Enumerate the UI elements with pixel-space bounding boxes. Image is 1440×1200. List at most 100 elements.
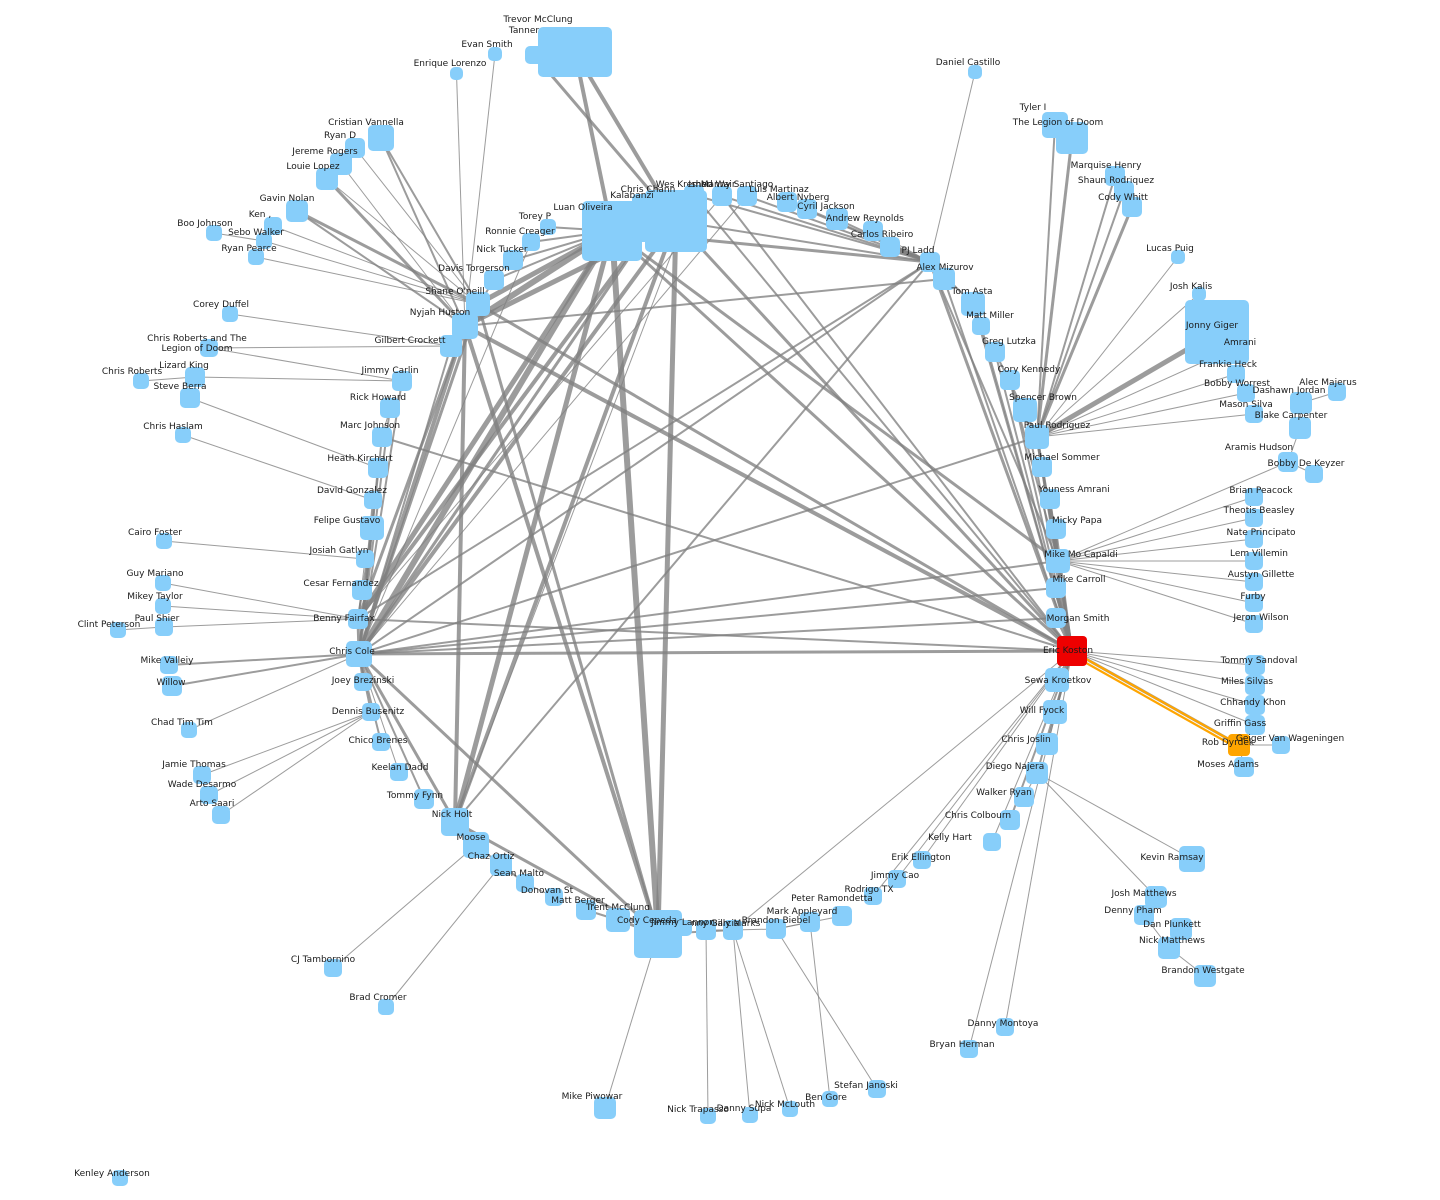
graph-node[interactable] <box>1305 465 1323 483</box>
graph-node[interactable] <box>634 910 682 958</box>
graph-node[interactable] <box>160 656 178 674</box>
graph-node[interactable] <box>414 789 434 809</box>
graph-node[interactable] <box>913 851 931 869</box>
graph-node[interactable] <box>452 313 478 339</box>
graph-node[interactable] <box>348 609 368 629</box>
graph-node[interactable] <box>110 622 126 638</box>
graph-node[interactable] <box>112 1170 128 1186</box>
graph-node[interactable] <box>1245 655 1265 675</box>
graph-node[interactable] <box>466 292 490 316</box>
graph-node[interactable] <box>222 306 238 322</box>
graph-node[interactable] <box>1171 250 1185 264</box>
graph-node[interactable] <box>1045 668 1069 692</box>
graph-node[interactable] <box>440 335 462 357</box>
graph-node[interactable] <box>516 874 534 892</box>
graph-node[interactable] <box>832 906 852 926</box>
graph-node[interactable] <box>286 200 308 222</box>
graph-node[interactable] <box>368 458 388 478</box>
graph-node[interactable] <box>206 225 222 241</box>
graph-node[interactable] <box>264 217 282 235</box>
graph-node[interactable] <box>1145 886 1167 908</box>
graph-node[interactable] <box>1290 392 1312 414</box>
graph-node[interactable] <box>696 920 716 940</box>
graph-node[interactable] <box>212 806 230 824</box>
graph-node[interactable] <box>372 427 392 447</box>
graph-node[interactable] <box>185 367 205 387</box>
graph-node[interactable] <box>1046 608 1066 628</box>
graph-node[interactable] <box>450 67 463 80</box>
graph-node[interactable] <box>354 673 372 691</box>
graph-node[interactable] <box>1245 405 1263 423</box>
graph-node[interactable] <box>1245 488 1263 506</box>
graph-node[interactable] <box>676 920 692 936</box>
graph-node[interactable] <box>155 575 171 591</box>
graph-node[interactable] <box>766 919 786 939</box>
graph-node[interactable] <box>868 1080 886 1098</box>
graph-node[interactable] <box>1000 370 1020 390</box>
graph-node[interactable] <box>1245 615 1263 633</box>
graph-node[interactable] <box>324 959 342 977</box>
graph-node[interactable] <box>576 900 596 920</box>
graph-node[interactable] <box>364 491 382 509</box>
graph-node[interactable] <box>1040 489 1060 509</box>
graph-node[interactable] <box>155 598 171 614</box>
graph-node[interactable] <box>1046 578 1066 598</box>
graph-node[interactable] <box>488 47 502 61</box>
graph-node[interactable] <box>737 186 757 206</box>
graph-node[interactable] <box>1122 197 1142 217</box>
graph-node[interactable] <box>200 339 218 357</box>
graph-node[interactable] <box>525 46 543 64</box>
graph-node[interactable] <box>392 371 412 391</box>
graph-node[interactable] <box>742 1107 758 1123</box>
graph-node[interactable] <box>1046 549 1070 573</box>
graph-node[interactable] <box>1036 733 1058 755</box>
graph-node[interactable] <box>1046 519 1066 539</box>
graph-node[interactable] <box>1014 787 1034 807</box>
graph-node[interactable] <box>996 1018 1014 1036</box>
graph-node[interactable] <box>380 398 400 418</box>
graph-node[interactable] <box>463 832 489 858</box>
graph-node[interactable] <box>1114 181 1134 201</box>
graph-node[interactable] <box>822 1091 838 1107</box>
graph-node[interactable] <box>200 786 218 804</box>
graph-node[interactable] <box>1328 383 1346 401</box>
graph-node[interactable] <box>712 186 732 206</box>
graph-node[interactable] <box>1245 695 1265 715</box>
graph-node[interactable] <box>684 185 704 205</box>
graph-node[interactable] <box>1245 715 1265 735</box>
graph-node[interactable] <box>503 250 523 270</box>
graph-node[interactable] <box>888 870 906 888</box>
graph-node[interactable] <box>256 233 272 249</box>
graph-node[interactable] <box>1170 918 1192 940</box>
graph-node[interactable] <box>181 722 197 738</box>
graph-node[interactable] <box>777 192 797 212</box>
graph-node[interactable] <box>162 676 182 696</box>
graph-node[interactable] <box>1289 417 1311 439</box>
graph-node[interactable] <box>316 168 338 190</box>
graph-node[interactable] <box>782 1101 798 1117</box>
graph-node[interactable] <box>1234 757 1254 777</box>
graph-node[interactable] <box>1194 965 1216 987</box>
graph-node[interactable] <box>797 199 817 219</box>
graph-node[interactable] <box>826 208 848 230</box>
graph-node[interactable] <box>1245 509 1263 527</box>
graph-node[interactable] <box>1026 762 1048 784</box>
graph-node[interactable] <box>1245 573 1263 591</box>
graph-node[interactable] <box>1158 937 1180 959</box>
graph-node[interactable] <box>441 808 469 836</box>
graph-node[interactable] <box>484 270 504 290</box>
graph-node[interactable] <box>1245 530 1263 548</box>
graph-node[interactable] <box>983 833 1001 851</box>
graph-node[interactable] <box>985 342 1005 362</box>
graph-node[interactable] <box>248 249 264 265</box>
graph-node[interactable] <box>863 221 883 241</box>
graph-node[interactable] <box>1134 905 1154 925</box>
graph-node[interactable] <box>594 1097 616 1119</box>
graph-node[interactable] <box>1025 425 1049 449</box>
graph-node[interactable] <box>920 252 940 272</box>
graph-node[interactable] <box>378 999 394 1015</box>
graph-node[interactable] <box>133 373 149 389</box>
graph-node[interactable] <box>1245 675 1265 695</box>
graph-node[interactable] <box>490 854 512 876</box>
graph-node[interactable] <box>352 580 372 600</box>
